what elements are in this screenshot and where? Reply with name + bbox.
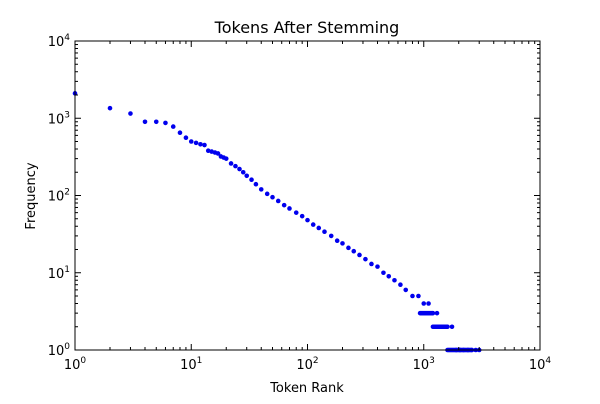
x-tick-label: 104 xyxy=(529,356,552,373)
data-point xyxy=(403,287,409,293)
data-point xyxy=(205,148,211,154)
data-point xyxy=(381,270,386,276)
data-point xyxy=(293,210,299,215)
data-point xyxy=(444,324,450,330)
data-point xyxy=(310,222,316,227)
data-point xyxy=(128,111,133,116)
data-point xyxy=(434,310,440,316)
x-tick-label: 100 xyxy=(64,356,87,373)
x-tick-label: 103 xyxy=(413,356,435,373)
data-point xyxy=(244,173,250,179)
data-point xyxy=(369,261,374,267)
data-points xyxy=(72,91,482,353)
data-point xyxy=(421,301,427,306)
data-point xyxy=(322,229,327,234)
data-point xyxy=(142,119,148,125)
data-point xyxy=(398,282,403,288)
data-point xyxy=(334,238,340,243)
data-point xyxy=(328,233,334,239)
data-point xyxy=(386,273,392,279)
data-point xyxy=(449,324,455,330)
tick-labels: 100 101 102 103 104 100 101 102 103 104 xyxy=(48,33,552,373)
data-point xyxy=(305,217,310,223)
data-point xyxy=(163,120,168,126)
data-point xyxy=(410,293,415,299)
data-point xyxy=(228,161,234,166)
data-point xyxy=(107,105,113,111)
plot-area-frame xyxy=(74,40,541,351)
data-point xyxy=(153,119,159,125)
data-point xyxy=(375,264,380,269)
data-point xyxy=(346,245,351,251)
y-tick-label: 101 xyxy=(48,265,70,282)
data-point xyxy=(287,206,292,211)
data-point xyxy=(193,140,199,146)
data-point xyxy=(170,124,176,129)
data-point xyxy=(237,166,242,172)
y-axis-label: Frequency xyxy=(24,162,39,229)
y-tick-label: 103 xyxy=(48,110,70,127)
x-axis-label: Token Rank xyxy=(269,381,344,396)
data-point xyxy=(202,142,207,148)
data-point xyxy=(363,256,368,262)
data-point xyxy=(426,301,431,306)
data-point xyxy=(392,277,397,283)
data-point xyxy=(258,187,264,192)
data-point xyxy=(249,177,254,183)
data-point xyxy=(351,248,357,254)
data-point xyxy=(429,310,435,316)
axis-ticks xyxy=(74,40,541,351)
data-point xyxy=(233,163,238,169)
x-tick-label: 101 xyxy=(180,356,202,373)
y-tick-label: 104 xyxy=(48,33,71,50)
data-point xyxy=(215,151,221,156)
data-point xyxy=(281,202,287,208)
data-point xyxy=(357,252,362,258)
data-point xyxy=(270,194,275,200)
y-tick-label: 100 xyxy=(48,342,71,359)
data-point xyxy=(188,139,194,144)
data-point xyxy=(198,142,203,147)
data-point xyxy=(223,156,229,161)
data-point xyxy=(416,293,421,299)
data-point xyxy=(299,213,305,219)
data-point xyxy=(316,225,322,231)
x-tick-label: 102 xyxy=(296,356,318,373)
data-point xyxy=(253,181,259,187)
chart-title: Tokens After Stemming xyxy=(214,18,400,37)
data-point xyxy=(240,169,246,175)
data-point xyxy=(264,191,270,197)
data-point xyxy=(275,198,281,204)
y-tick-label: 102 xyxy=(48,188,70,205)
data-point xyxy=(177,130,183,135)
data-point xyxy=(340,241,345,246)
data-point xyxy=(183,135,189,140)
